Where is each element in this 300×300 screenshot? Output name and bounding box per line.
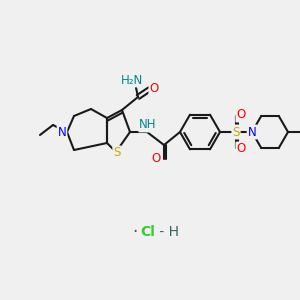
Text: H₂N: H₂N — [121, 74, 143, 86]
Text: S: S — [113, 146, 121, 160]
Text: - H: - H — [155, 225, 179, 239]
Text: N: N — [58, 125, 66, 139]
Text: N: N — [248, 125, 256, 139]
Text: ·: · — [132, 223, 138, 241]
Text: NH: NH — [139, 118, 157, 131]
Text: Cl: Cl — [141, 225, 155, 239]
Text: O: O — [236, 142, 246, 155]
Text: O: O — [236, 109, 246, 122]
Text: O: O — [152, 152, 160, 166]
Text: O: O — [149, 82, 159, 95]
Text: S: S — [232, 125, 240, 139]
